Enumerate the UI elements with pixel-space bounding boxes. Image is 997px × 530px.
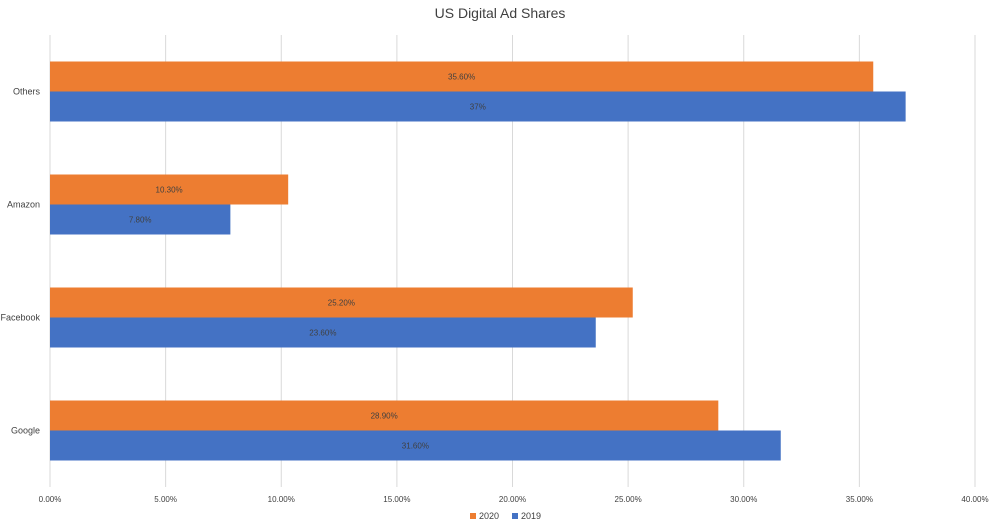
x-tick-label: 5.00% (154, 495, 177, 504)
legend-label: 2019 (521, 511, 541, 521)
x-tick-label: 10.00% (268, 495, 295, 504)
data-label: 7.80% (129, 216, 152, 225)
bar-2019-facebook (50, 317, 596, 348)
chart-title: US Digital Ad Shares (435, 5, 566, 21)
x-tick-label: 25.00% (615, 495, 642, 504)
data-labels: 35.60% 37% 10.30% 7.80% 25.20% 23.60% 28.90% 31… (129, 73, 486, 451)
category-label: Google (11, 426, 40, 436)
bars (50, 61, 906, 461)
data-label: 31.60% (402, 442, 429, 451)
x-tick-label: 30.00% (730, 495, 757, 504)
data-label: 25.20% (328, 299, 355, 308)
bar-2020-facebook (50, 287, 633, 318)
legend-label: 2020 (479, 511, 499, 521)
bar-2020-google (50, 400, 719, 431)
x-tick-label: 35.00% (846, 495, 873, 504)
category-label: Others (13, 87, 41, 97)
x-axis-ticks: 0.00% 5.00% 10.00% 15.00% 20.00% 25.00% 30.00%… (39, 495, 989, 504)
category-label: Facebook (0, 313, 40, 323)
bar-2019-google (50, 430, 781, 461)
data-label: 10.30% (156, 186, 183, 195)
data-label: 23.60% (309, 329, 336, 338)
x-tick-label: 20.00% (499, 495, 526, 504)
legend: 2020 2019 (470, 511, 541, 521)
data-label: 28.90% (371, 412, 398, 421)
data-label: 37% (470, 103, 486, 112)
x-tick-label: 0.00% (39, 495, 62, 504)
bar-2020-amazon (50, 174, 289, 205)
legend-swatch-2020 (470, 513, 476, 519)
data-label: 35.60% (448, 73, 475, 82)
legend-swatch-2019 (512, 513, 518, 519)
bar-2019-others (50, 91, 906, 122)
x-tick-label: 15.00% (383, 495, 410, 504)
x-tick-label: 40.00% (961, 495, 988, 504)
bar-2019-amazon (50, 204, 231, 235)
bar-2020-others (50, 61, 874, 92)
category-labels: Others Amazon Facebook Google (0, 87, 40, 436)
category-label: Amazon (7, 200, 40, 210)
